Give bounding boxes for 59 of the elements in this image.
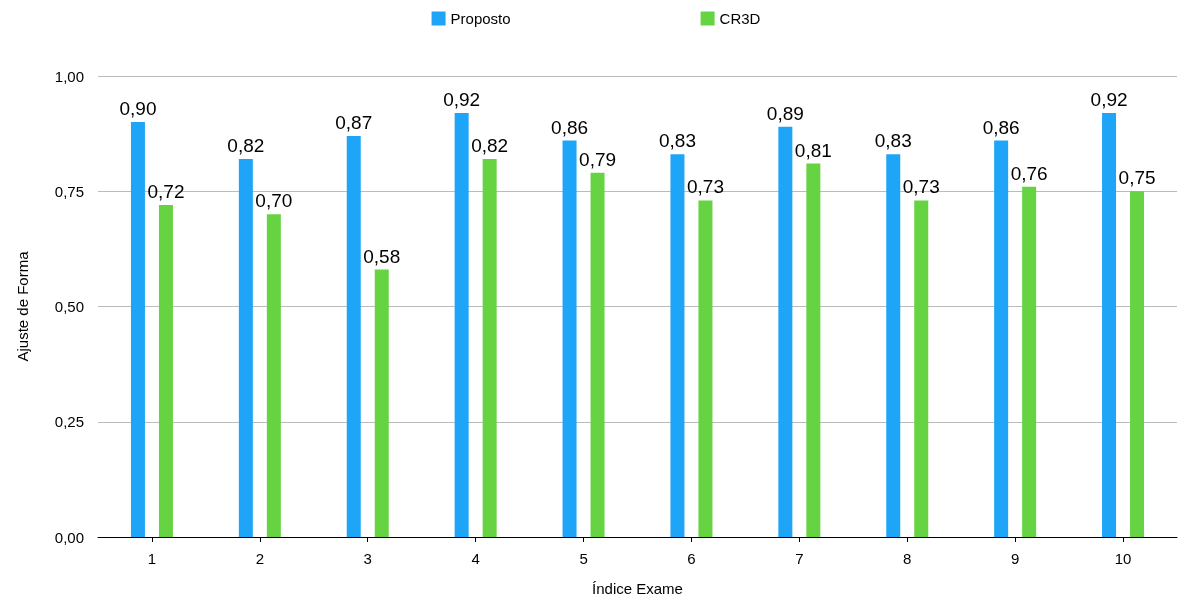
bar bbox=[590, 172, 605, 537]
bar bbox=[130, 122, 145, 537]
y-tick-label: 0,75 bbox=[54, 182, 84, 200]
data-label: 0,86 bbox=[551, 116, 589, 138]
data-label: 0,76 bbox=[1010, 162, 1048, 184]
legend-label: CR3D bbox=[719, 10, 761, 27]
data-label: 0,75 bbox=[1118, 167, 1156, 189]
y-axis-title: Ajuste de Forma bbox=[14, 250, 31, 362]
bar bbox=[562, 140, 577, 537]
y-tick-label: 1,00 bbox=[54, 67, 84, 85]
bar bbox=[1130, 191, 1145, 537]
data-label: 0,73 bbox=[686, 176, 724, 198]
bar bbox=[374, 269, 389, 537]
y-tick-label: 0,50 bbox=[54, 298, 84, 315]
x-tick-label: 6 bbox=[687, 550, 696, 567]
bar bbox=[1102, 112, 1117, 537]
data-label: 0,82 bbox=[227, 134, 265, 156]
data-label: 0,83 bbox=[658, 130, 696, 152]
data-label: 0,81 bbox=[794, 139, 832, 161]
x-tick-label: 1 bbox=[147, 550, 157, 567]
data-label: 0,58 bbox=[363, 245, 401, 267]
bar bbox=[454, 112, 469, 537]
bar bbox=[1022, 186, 1037, 537]
x-tick-label: 4 bbox=[471, 550, 480, 567]
bar bbox=[778, 126, 793, 537]
y-tick-label: 0,25 bbox=[54, 413, 84, 431]
data-label: 0,89 bbox=[766, 102, 804, 124]
bar bbox=[994, 140, 1009, 537]
legend-label: Proposto bbox=[450, 10, 511, 27]
x-axis-title: Índice Exame bbox=[592, 580, 683, 597]
bar bbox=[806, 163, 821, 537]
data-label: 0,82 bbox=[471, 134, 509, 156]
data-label: 0,92 bbox=[1090, 88, 1128, 110]
data-label: 0,87 bbox=[335, 111, 373, 133]
x-tick-label: 3 bbox=[363, 550, 372, 567]
bar bbox=[158, 205, 173, 537]
bar bbox=[670, 154, 685, 537]
bar bbox=[266, 214, 281, 537]
x-tick-label: 5 bbox=[579, 550, 588, 567]
data-label: 0,70 bbox=[255, 190, 293, 212]
x-tick-label: 7 bbox=[795, 550, 804, 567]
bar bbox=[482, 158, 497, 537]
data-label: 0,92 bbox=[443, 88, 481, 110]
data-label: 0,90 bbox=[119, 98, 157, 120]
data-label: 0,72 bbox=[147, 181, 185, 203]
data-label: 0,79 bbox=[579, 148, 617, 170]
data-label: 0,86 bbox=[982, 116, 1020, 138]
data-label: 0,73 bbox=[902, 176, 940, 198]
bar bbox=[886, 154, 901, 537]
bar bbox=[698, 200, 713, 537]
data-label: 0,83 bbox=[874, 130, 912, 152]
bar bbox=[346, 135, 361, 537]
x-tick-label: 9 bbox=[1010, 550, 1020, 567]
bar bbox=[238, 158, 253, 537]
y-tick-label: 0,00 bbox=[54, 528, 84, 546]
x-tick-label: 10 bbox=[1114, 550, 1132, 567]
x-tick-label: 8 bbox=[903, 550, 912, 567]
bar bbox=[914, 200, 929, 537]
x-tick-label: 2 bbox=[255, 550, 265, 567]
